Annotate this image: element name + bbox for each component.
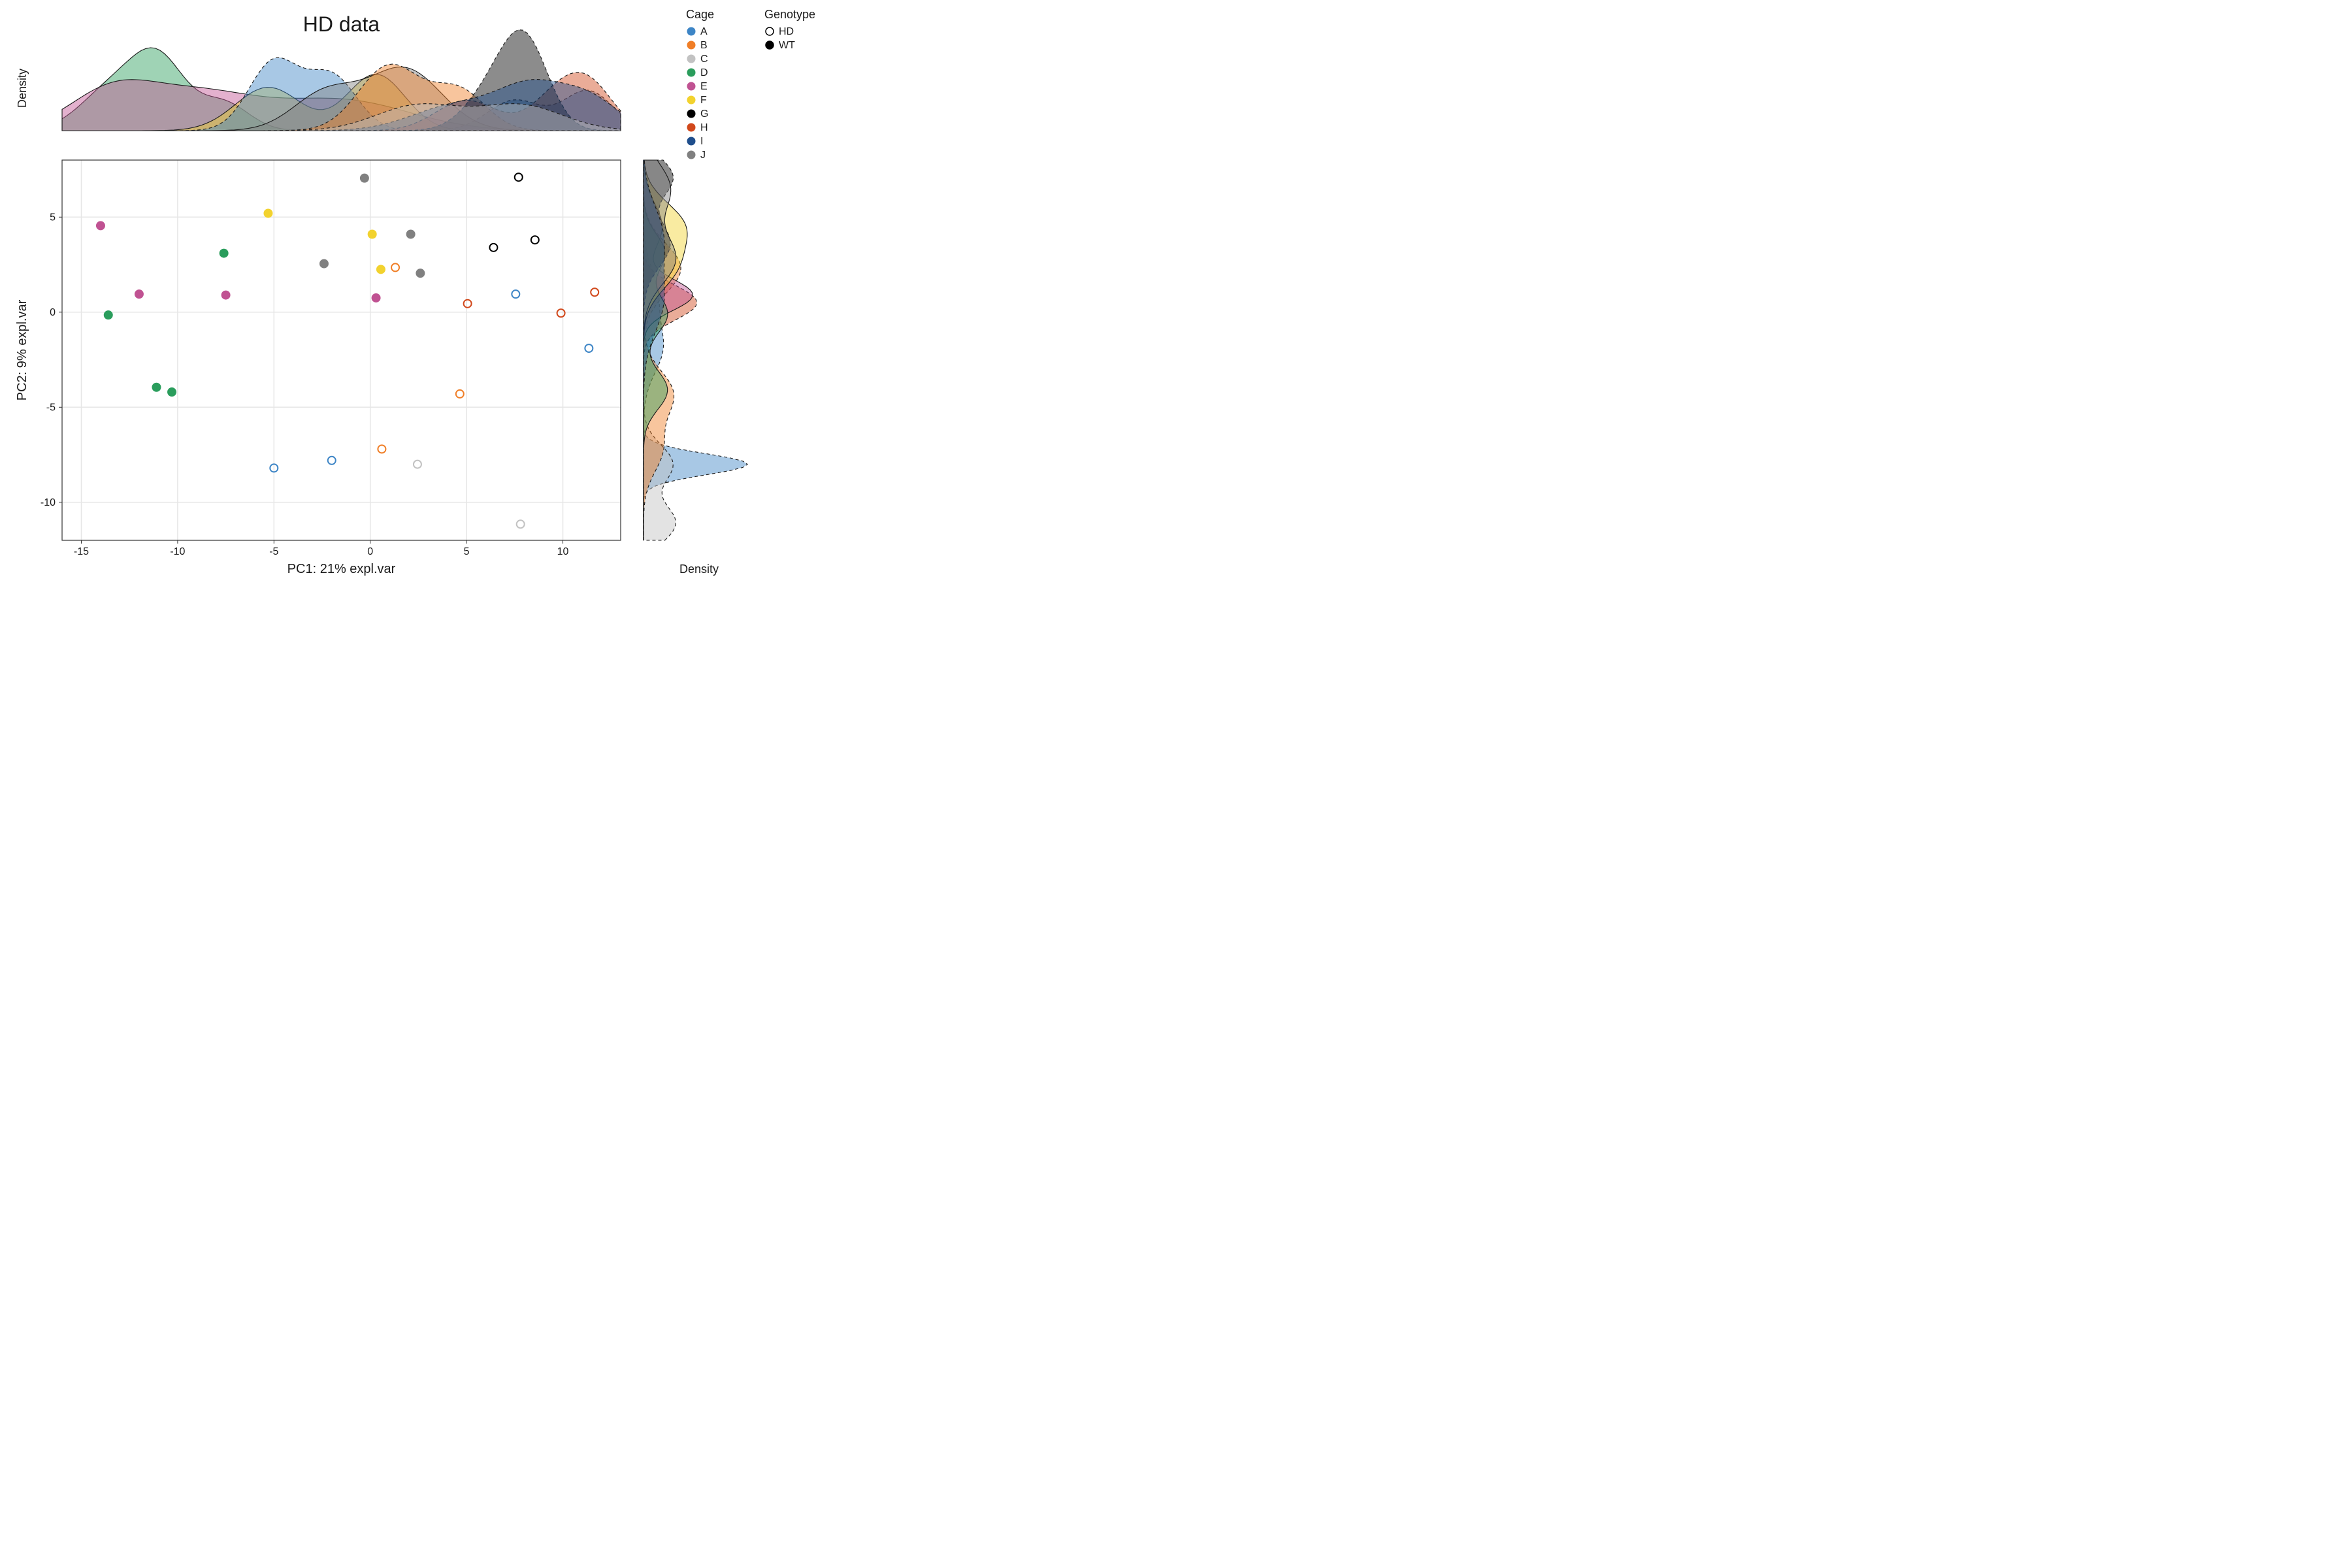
scatter-point	[222, 291, 230, 299]
scatter-point	[407, 230, 415, 238]
scatter-point	[372, 294, 380, 302]
y-tick-label: 5	[50, 212, 56, 223]
y-tick-label: 0	[50, 307, 56, 318]
scatter-point	[220, 250, 228, 257]
legend-label: D	[700, 67, 708, 78]
legend-label: A	[700, 26, 708, 37]
legend-label: G	[700, 108, 708, 120]
legend-label: E	[700, 81, 708, 92]
scatter-point	[135, 290, 143, 298]
legend-label: B	[700, 40, 708, 51]
legend-label: J	[700, 150, 706, 161]
scatter-point	[361, 174, 368, 182]
legend-swatch	[687, 151, 695, 159]
scatter-point	[368, 230, 376, 238]
density-x-label: Density	[679, 563, 719, 576]
legend-swatch	[687, 137, 695, 145]
y-tick-label: -5	[46, 402, 56, 413]
legend-genotype-title: Genotype	[764, 8, 815, 21]
legend-swatch	[687, 123, 695, 131]
legend-swatch	[687, 82, 695, 90]
legend-swatch	[687, 110, 695, 118]
chart-title: HD data	[303, 12, 380, 36]
scatter-point	[377, 265, 385, 273]
density-top-panel: Density	[16, 30, 621, 131]
density-right-panel: Density	[644, 160, 747, 576]
legend-swatch	[687, 41, 695, 49]
legend-label: C	[700, 54, 708, 65]
legend-label: HD	[779, 26, 794, 37]
legend: Cage ABCDEFGHIJ Genotype HD WT	[686, 8, 815, 161]
x-tick-label: 10	[557, 546, 569, 557]
x-tick-label: -10	[170, 546, 185, 557]
x-axis-label: PC1: 21% expl.var	[287, 562, 396, 576]
x-tick-label: 5	[464, 546, 470, 557]
scatter-point	[320, 260, 328, 268]
legend-swatch	[687, 27, 695, 35]
x-tick-label: 0	[367, 546, 373, 557]
x-tick-label: -5	[269, 546, 278, 557]
legend-label: F	[700, 95, 707, 106]
legend-label: I	[700, 136, 703, 147]
legend-swatch	[687, 69, 695, 76]
y-axis-label: PC2: 9% expl.var	[15, 299, 29, 400]
density-y-label: Density	[16, 69, 29, 108]
scatter-point	[264, 209, 272, 217]
legend-swatch	[766, 27, 774, 35]
legend-swatch	[687, 96, 695, 104]
legend-label: WT	[779, 40, 795, 51]
y-tick-label: -10	[41, 497, 56, 508]
scatter-panel: -15 -10 -5 0 5 10 -10 -5 0 5 PC1: 21% expl.var PC2:…	[15, 160, 621, 576]
pca-chart: HD data -15 -10 -5 0 5 10 -10 -5 0 5 PC1: 21% expl.…	[0, 0, 915, 610]
legend-swatch	[687, 55, 695, 63]
scatter-point	[105, 311, 112, 319]
x-tick-label: -15	[74, 546, 89, 557]
legend-label: H	[700, 122, 708, 133]
legend-swatch	[766, 41, 774, 49]
scatter-point	[97, 221, 105, 229]
scatter-point	[168, 388, 176, 396]
scatter-point	[152, 384, 160, 391]
legend-cage-title: Cage	[686, 8, 714, 21]
scatter-point	[416, 269, 424, 277]
